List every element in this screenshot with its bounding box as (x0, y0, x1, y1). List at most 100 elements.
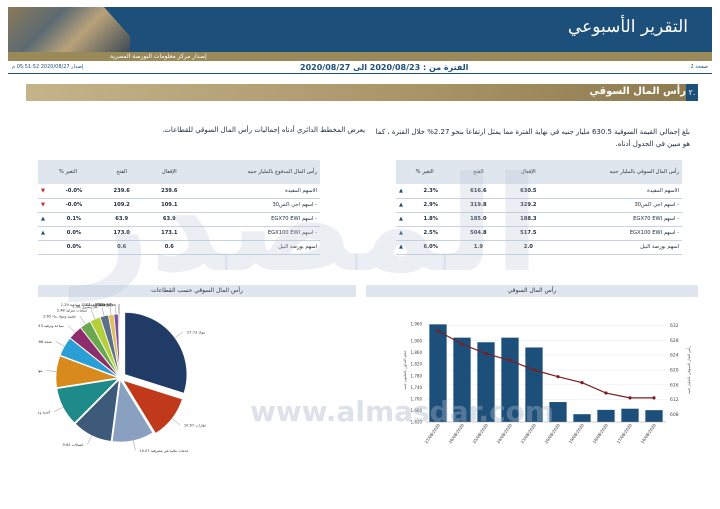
y-left-tick: 1,740 (411, 385, 423, 390)
down-arrow-icon: ▼ (38, 198, 50, 213)
pie-slice-label: منتجات منزلية 2.48 (57, 308, 87, 312)
up-arrow-icon: ▲ (38, 212, 50, 227)
line-point (580, 381, 584, 385)
bar (477, 342, 495, 422)
column-header: الإقفال (145, 160, 194, 184)
x-tick-label: 17/08/2020 (615, 422, 633, 444)
name-cell: الاسهم المقيدة (193, 184, 320, 199)
x-tick-label: 27/08/2020 (423, 422, 441, 444)
bar (525, 347, 543, 422)
change-cell: 6.0% (408, 240, 454, 255)
pie-slice-label: موارد أساسية وكيماويات 7.66 (38, 368, 42, 373)
pie-leader-line (174, 331, 184, 338)
x-tick-label: 25/08/2020 (471, 422, 489, 444)
table-row: ▲ 1.8% 185.0 188.3- اسهم EGX70 EWI (396, 212, 682, 227)
up-arrow-icon: ▲ (396, 212, 408, 227)
line-point (652, 396, 656, 400)
report-period: الفترة من : 2020/08/23 الى 2020/08/27 (300, 63, 469, 72)
market-cap-bar-chart: 632 628 624 620 616 612 608 1,960 1,900 1,860 1,82… (403, 321, 691, 444)
y-right-tick: 616 (670, 382, 679, 388)
pie-slice (124, 312, 188, 394)
open-cell: 185.0 (453, 212, 504, 227)
open-cell: 504.8 (453, 226, 504, 241)
line-point (436, 329, 440, 333)
column-header: رأس المال السوقي بالمليار جنيه (553, 160, 682, 184)
open-cell: 1.9 (453, 240, 504, 255)
change-cell: 2.5% (408, 226, 454, 241)
bar (549, 402, 567, 422)
open-cell: 0.6 (97, 240, 146, 255)
close-cell: 63.9 (145, 212, 194, 227)
y-right-tick: 620 (670, 368, 679, 374)
pie-slice-label: غاز وبترول 1.98 (73, 305, 98, 309)
close-cell: 517.5 (503, 226, 554, 241)
close-cell: 2.0 (503, 240, 554, 255)
header-banner: التقرير الأسبوعي (8, 7, 712, 52)
change-cell: -0.0% (50, 198, 98, 213)
line-point (508, 358, 512, 362)
pie-chart-heading: رأس المال السوقي حسب القطاعات (38, 285, 356, 297)
up-arrow-icon: ▲ (396, 184, 408, 199)
column-header: الفتح (453, 160, 504, 184)
change-cell: 0.1% (50, 212, 98, 227)
intro-paragraph: بلغ إجمالي القيمة السوقية 630.5 مليار جن… (375, 128, 690, 148)
name-cell: - اسهم EGX100 EWI (193, 226, 320, 241)
banner-divider (104, 7, 144, 52)
name-cell: - اسهم EGX70 EWI (193, 212, 320, 227)
pie-slice-label: سياحة وترفيه 3.43 (38, 324, 64, 328)
table-row: ▲ 0.1% 63.9 63.9- اسهم EGX70 EWI (38, 212, 320, 227)
bar (645, 410, 663, 422)
pie-slice (89, 316, 120, 377)
pie-leader-line (67, 325, 76, 333)
close-cell: 239.6 (145, 184, 194, 199)
table-row: ▲ 6.0% 1.9 2.0 اسهم بورصة النيل (396, 240, 682, 255)
up-arrow-icon: ▲ (396, 226, 408, 241)
market-cap-table: % التغير الفتح الإقفال رأس المال السوقي بال… (396, 160, 682, 255)
close-cell: 0.6 (145, 240, 194, 255)
table-header-row: % التغير الفتح الإقفال رأس المال المدفوع با… (38, 160, 320, 184)
paid-capital-table: % التغير الفتح الإقفال رأس المال المدفوع با… (38, 160, 320, 255)
y-left-tick: 1,900 (411, 339, 423, 344)
table-row: 0.0% 0.6 0.6 اسهم بورصة النيل (38, 240, 320, 255)
no-change-icon (38, 240, 50, 255)
pie-leader-line (54, 407, 64, 412)
section-title: رأس المال السوقي (589, 86, 686, 97)
y-right-tick: 628 (670, 338, 679, 344)
table-header-row: % التغير الفتح الإقفال رأس المال السوقي بال… (396, 160, 682, 184)
bar (573, 414, 591, 422)
table-row: ▲ 2.9% 319.8 329.2- اسهم اجي اكس30 (396, 198, 682, 213)
down-arrow-icon: ▼ (38, 184, 50, 199)
bar (597, 409, 615, 422)
y-left-tick: 1,700 (411, 396, 423, 401)
sector-pie-chart: بنوك 27.73 عقارات 10.57 خدمات مالية غير مص… (38, 303, 207, 453)
y-left-tick: 1,620 (411, 420, 423, 425)
column-header: % التغير (38, 160, 98, 184)
pie-leader-line (101, 306, 105, 317)
open-cell: 173.0 (97, 226, 146, 241)
change-cell: 0.0% (50, 240, 98, 255)
pie-slice-label: تجارة وموزعون 0.23 (82, 303, 114, 307)
x-tick-label: 24/08/2020 (495, 422, 513, 444)
table-row: ▼ -0.0% 239.6 239.6 الاسهم المقيدة (38, 184, 320, 199)
change-cell: -0.0% (50, 184, 98, 199)
column-header: الإقفال (503, 160, 554, 184)
line-point (460, 342, 464, 346)
line-point (484, 352, 488, 356)
up-arrow-icon: ▲ (396, 198, 408, 213)
name-cell: اسهم بورصة النيل (553, 240, 682, 255)
bar (453, 337, 471, 422)
pie-slice-label: عقارات 10.57 (184, 423, 207, 427)
pie-slice-label: خدمات ومنتجات صناعية 1.29 (61, 303, 106, 307)
bar (621, 408, 639, 422)
change-cell: 1.8% (408, 212, 454, 227)
y-left-tick: 1,780 (411, 373, 423, 378)
line-point (556, 375, 560, 379)
name-cell: اسهم بورصة النيل (193, 240, 320, 255)
name-cell: - اسهم EGX70 EWI (553, 212, 682, 227)
y-right-tick: 608 (670, 412, 679, 418)
x-tick-label: 26/08/2020 (447, 422, 465, 444)
pie-slice-label: أغذية ومشروبات 9.31 (38, 409, 50, 414)
open-cell: 319.8 (453, 198, 504, 213)
section-bar (26, 84, 698, 101)
pie-slice (55, 355, 120, 388)
